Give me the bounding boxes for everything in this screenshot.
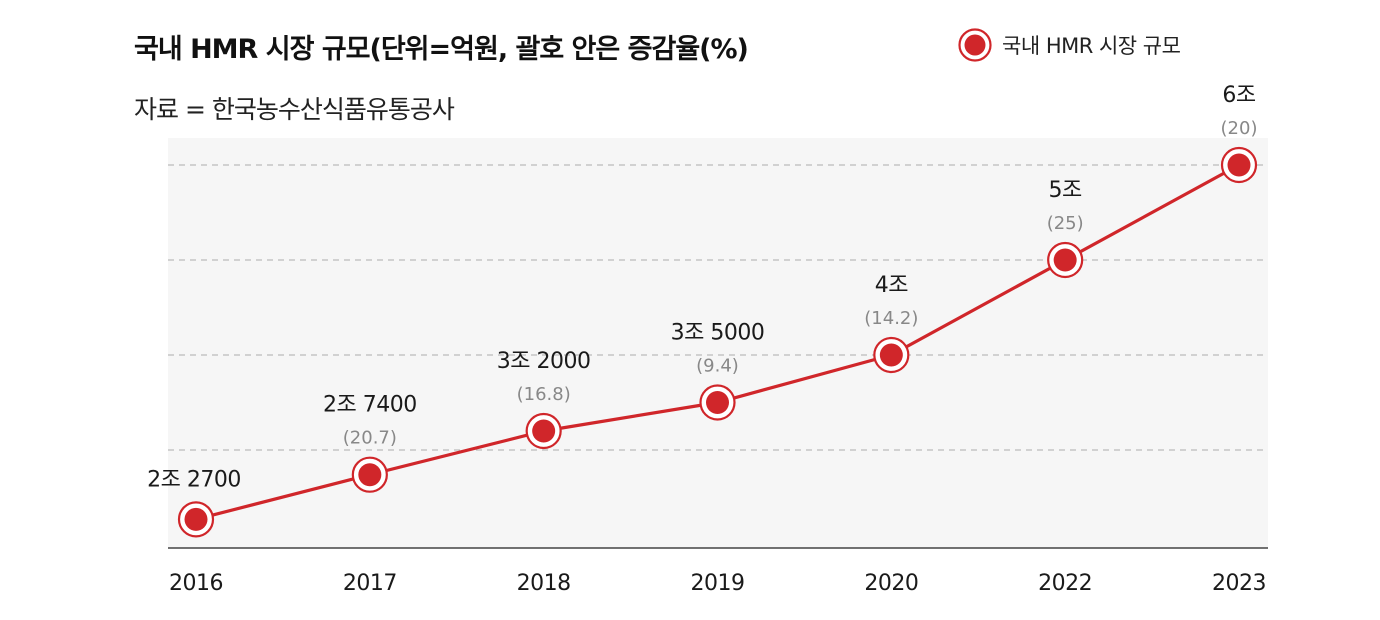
data-point-2016 <box>177 501 215 538</box>
data-point-dot <box>879 343 903 367</box>
x-tick-label-2019: 2019 <box>691 571 745 596</box>
value-label-2016: 2조 2700 <box>147 467 241 492</box>
growth-label-2023: (20) <box>1221 118 1258 139</box>
x-tick-label-2018: 2018 <box>517 571 571 596</box>
data-point-2018 <box>525 412 562 450</box>
legend: 국내 HMR 시장 규모 <box>958 28 1181 62</box>
chart-source: 자료 = 한국농수산식품유통공사 <box>134 95 455 124</box>
data-points <box>177 146 1258 538</box>
x-tick-labels: 2016 2017 2018 2019 2020 2022 2023 <box>169 571 1267 596</box>
legend-marker-icon <box>958 28 992 62</box>
data-point-2017 <box>351 456 388 493</box>
legend-label: 국내 HMR 시장 규모 <box>1002 34 1181 58</box>
data-labels: 2조 2700 2조 7400 (20.7) 3조 2000 (16.8) 3조 5000… <box>147 83 1257 492</box>
x-tick-label-2022: 2022 <box>1038 571 1092 596</box>
data-point-2022 <box>1047 241 1084 279</box>
data-point-dot <box>706 391 729 414</box>
growth-label-2017: (20.7) <box>343 428 397 449</box>
data-point-dot <box>532 419 556 443</box>
x-tick-label-2017: 2017 <box>343 571 397 596</box>
growth-label-2018: (16.8) <box>517 384 571 405</box>
value-label-2019: 3조 5000 <box>671 321 765 346</box>
value-label-2018: 3조 2000 <box>497 349 591 374</box>
chart-title: 국내 HMR 시장 규모(단위=억원, 괄호 안은 증감율(%) <box>134 34 749 65</box>
x-tick-label-2020: 2020 <box>864 571 918 596</box>
growth-label-2022: (25) <box>1047 213 1084 234</box>
value-label-2022: 5조 <box>1049 178 1082 203</box>
growth-label-2020: (14.2) <box>864 308 918 329</box>
value-label-2020: 4조 <box>875 273 908 298</box>
data-point-2019 <box>699 384 736 421</box>
growth-label-2019: (9.4) <box>696 356 739 377</box>
value-label-2023: 6조 <box>1222 83 1255 108</box>
data-point-2023 <box>1220 146 1258 184</box>
x-tick-label-2023: 2023 <box>1212 571 1266 596</box>
data-point-dot <box>1053 248 1077 272</box>
grid-layer <box>168 164 1268 451</box>
data-point-dot <box>1227 153 1251 177</box>
data-point-dot <box>184 507 208 531</box>
data-point-2020 <box>873 336 910 374</box>
x-tick-label-2016: 2016 <box>169 571 223 596</box>
data-point-dot <box>358 463 382 487</box>
value-label-2017: 2조 7400 <box>323 393 417 418</box>
